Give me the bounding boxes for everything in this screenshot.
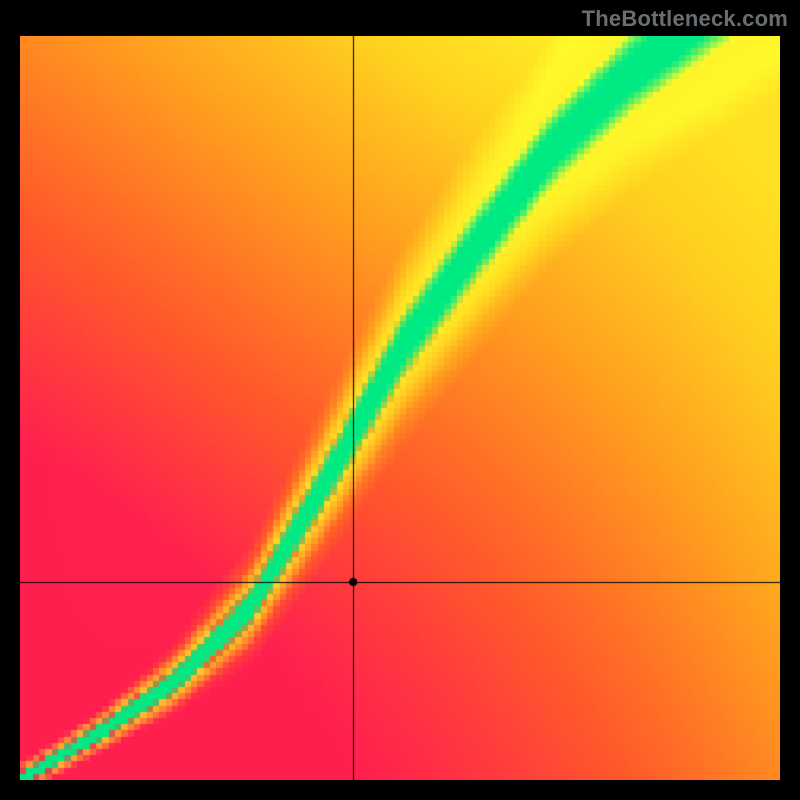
watermark-text: TheBottleneck.com bbox=[582, 6, 788, 32]
heatmap-plot bbox=[20, 36, 780, 780]
heatmap-canvas bbox=[20, 36, 780, 780]
chart-container: TheBottleneck.com bbox=[0, 0, 800, 800]
